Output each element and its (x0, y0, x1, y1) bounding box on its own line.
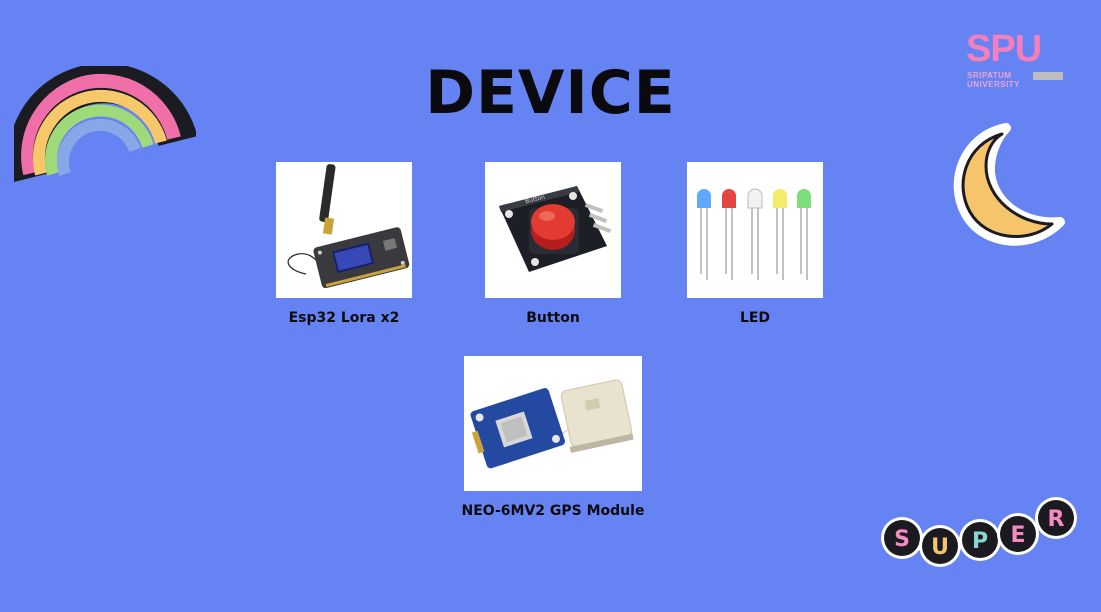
logo-subtitle: SRIPATUM UNIVERSITY (967, 71, 1020, 89)
spu-logo: SPU SRIPATUM UNIVERSITY (966, 30, 1066, 95)
sticker-letter: S (894, 527, 910, 552)
super-sticker-icon: S U P E R (881, 497, 1077, 567)
esp32-lora-board-icon (287, 164, 410, 289)
sticker-letter: U (931, 535, 949, 560)
sticker-letter: E (1010, 523, 1025, 548)
moon-icon (953, 123, 1065, 246)
led-set-icon (697, 188, 811, 280)
device-card-esp32 (276, 162, 412, 298)
rainbow-icon (14, 66, 196, 182)
sticker-letter: R (1048, 507, 1065, 532)
device-label-gps: NEO-6MV2 GPS Module (461, 503, 645, 519)
logo-text: SPU (966, 28, 1042, 70)
page-title: DEVICE (425, 58, 676, 128)
gps-module-icon (470, 379, 634, 469)
push-button-module-icon (499, 186, 612, 272)
device-label-led: LED (739, 310, 771, 326)
logo-subtitle-line1: SRIPATUM (967, 71, 1012, 80)
device-card-button: Button (485, 162, 621, 298)
sticker-letter: P (972, 529, 988, 554)
device-card-gps (464, 356, 642, 491)
device-card-led (687, 162, 823, 298)
logo-bar (1033, 72, 1063, 80)
logo-subtitle-line2: UNIVERSITY (967, 80, 1021, 89)
device-label-button: Button (526, 310, 580, 326)
device-label-esp32: Esp32 Lora x2 (288, 310, 400, 326)
